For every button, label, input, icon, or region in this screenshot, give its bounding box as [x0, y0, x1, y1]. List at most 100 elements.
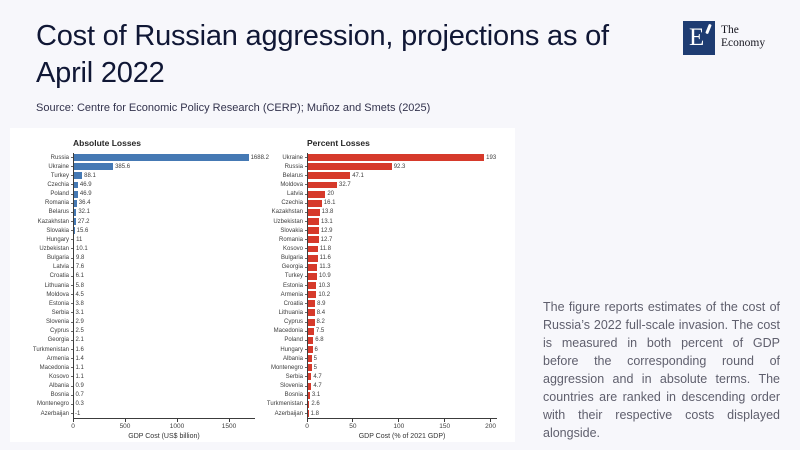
bar — [307, 355, 312, 363]
country-label: Armenia — [280, 291, 303, 298]
bar — [307, 218, 320, 226]
bar-value: 5 — [313, 364, 317, 371]
y-tick — [71, 349, 73, 351]
y-tick — [305, 367, 307, 369]
bar-value: 1688.2 — [250, 154, 269, 161]
y-tick — [71, 248, 73, 250]
x-tick-mark — [398, 419, 400, 423]
chart-row: Uzbekistan 13.1 — [246, 217, 497, 226]
y-tick — [305, 413, 307, 414]
chart-row: Lithuania 5.8 — [12, 281, 255, 290]
bar — [307, 327, 314, 335]
bar-value: 2.5 — [75, 328, 84, 335]
y-tick — [305, 266, 307, 268]
bar — [307, 391, 310, 399]
country-label: Kazakhstan — [37, 218, 69, 225]
bar-track: 47.1 — [307, 171, 497, 180]
bar-value: 5.8 — [75, 282, 84, 289]
y-tick — [71, 193, 73, 195]
chart-row: Azerbaijan -1 — [12, 409, 255, 418]
chart-row: Bosnia 3.1 — [246, 391, 497, 400]
bar-value: 6 — [314, 346, 318, 353]
y-tick — [71, 239, 73, 241]
chart-row: Bulgaria 11.6 — [246, 254, 497, 263]
bar-track: 1688.2 — [73, 153, 269, 162]
y-tick — [305, 211, 307, 213]
bar — [307, 245, 318, 253]
bar-value: 20 — [327, 191, 335, 198]
chart-row: Latvia 7.6 — [12, 263, 255, 272]
country-label: Belarus — [48, 209, 69, 216]
y-tick — [305, 239, 307, 241]
country-label: Romania — [44, 200, 69, 207]
x-tick-label: 50 — [349, 423, 357, 431]
logo-wordmark: The Economy — [721, 24, 765, 55]
y-tick — [305, 230, 307, 232]
chart-row: Slovakia 12.9 — [246, 226, 497, 235]
bar-track: 4.7 — [307, 372, 497, 381]
chart-row: Turkmenistan 1.6 — [12, 345, 255, 354]
y-tick — [305, 184, 307, 186]
bar-value: 10.2 — [318, 291, 331, 298]
bar-value: 32.7 — [339, 181, 351, 188]
bar-value: 7.6 — [75, 264, 85, 271]
chart-row: Azerbaijan 1.8 — [246, 409, 497, 418]
country-label: Serbia — [51, 309, 69, 316]
chart-plot-area: Russia 1688.2 Ukraine 385.6 Turkey 88.1 Czechi… — [12, 153, 269, 440]
y-tick — [305, 376, 307, 378]
chart-row: Georgia 2.1 — [12, 336, 255, 345]
logo-letter: E — [689, 24, 705, 51]
bar-track: 10.2 — [307, 290, 497, 299]
bar-value: 1.8 — [310, 410, 319, 417]
country-label: Russia — [50, 154, 69, 161]
bar-track: 11.6 — [307, 254, 497, 263]
chart-row: Ukraine 193 — [246, 153, 497, 162]
bar-value: 13.1 — [321, 218, 333, 225]
bar-rows: Ukraine 193 Russia 92.3 Belarus 47.1 Moldova 32… — [246, 153, 497, 418]
bar — [307, 336, 314, 344]
chart-row: Macedonia 7.5 — [246, 327, 497, 336]
chart-row: Serbia 4.7 — [246, 372, 497, 381]
bar-track: 3.1 — [307, 391, 497, 400]
chart-row: Macedonia 1.1 — [12, 363, 255, 372]
y-tick — [71, 157, 73, 159]
chart-panel: Absolute Losses Russia 1688.2 Ukraine 385.6… — [10, 128, 515, 442]
chart-row: Hungary 11 — [12, 235, 255, 244]
bar-track: 5.8 — [73, 281, 255, 290]
chart-row: Poland 46.9 — [12, 190, 255, 199]
country-label: Hungary — [46, 236, 69, 243]
y-tick — [305, 166, 307, 168]
bar-value: 92.3 — [393, 163, 406, 170]
bar-track: 1.4 — [73, 354, 255, 363]
y-tick — [305, 275, 307, 277]
country-label: Czechia — [281, 200, 303, 207]
bar-value: 12.7 — [320, 236, 333, 243]
bar-value: 385.6 — [115, 163, 131, 170]
bar-track: 32.1 — [73, 208, 255, 217]
y-tick — [305, 303, 307, 305]
bar-value: 193 — [486, 154, 497, 161]
source-line: Source: Centre for Economic Policy Resea… — [36, 102, 431, 114]
bar — [307, 300, 316, 308]
bar — [73, 218, 76, 226]
country-label: Turkmenistan — [266, 401, 303, 408]
bar-track: 1.1 — [73, 372, 255, 381]
x-tick-label: 200 — [485, 423, 496, 431]
bar-value: 2.9 — [75, 319, 84, 326]
y-tick — [305, 349, 307, 351]
chart-row: Montenegro 5 — [246, 363, 497, 372]
chart-title: Absolute Losses — [73, 138, 142, 148]
bar-track: 11.3 — [307, 263, 497, 272]
bar — [73, 190, 78, 198]
chart-row: Montenegro 0.3 — [12, 400, 255, 409]
x-tick-mark — [352, 419, 354, 423]
bar — [307, 154, 485, 162]
country-label: Turkmenistan — [32, 346, 69, 353]
bar-value: 4.7 — [313, 373, 322, 380]
bar-track: 7.6 — [73, 263, 255, 272]
x-tick-label: 500 — [119, 423, 131, 431]
bar-value: 4.5 — [75, 291, 84, 298]
bar-value: 11.3 — [319, 264, 331, 271]
logo-word-the: The — [721, 24, 739, 36]
bar-track: 8.4 — [307, 308, 497, 317]
